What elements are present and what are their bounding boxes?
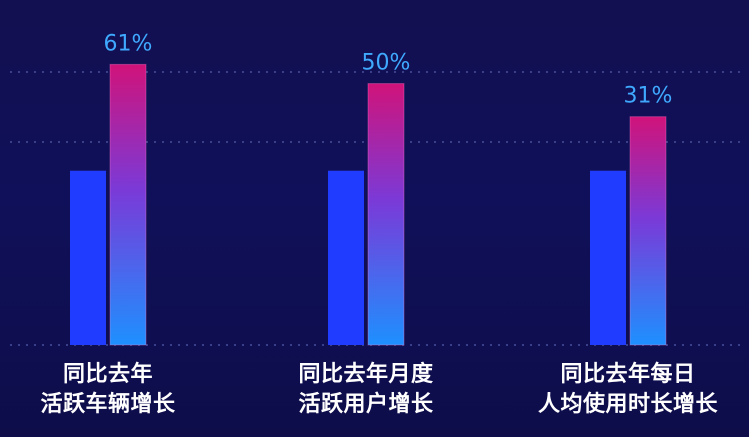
category-label: 同比去年活跃车辆增长: [0, 360, 218, 420]
baseline-bar: [590, 170, 626, 345]
baseline-bar: [328, 170, 364, 345]
value-label: 61%: [104, 31, 153, 56]
category-label-line: 同比去年: [62, 362, 153, 387]
category-label-line: 人均使用时长增长: [537, 392, 718, 417]
category-label-line: 活跃车辆增长: [40, 392, 176, 417]
category-label-line: 同比去年月度: [298, 362, 434, 387]
category-label-line: 活跃用户增长: [298, 392, 434, 417]
growth-bar: [629, 116, 667, 346]
category-label-line: 同比去年每日: [560, 362, 696, 387]
growth-bar: [367, 83, 405, 346]
value-label: 31%: [624, 84, 673, 109]
category-label: 同比去年每日 人均使用时长增长: [518, 360, 738, 420]
growth-bar: [109, 63, 147, 346]
baseline-bar: [70, 170, 106, 345]
category-label: 同比去年月度 活跃用户增长: [256, 360, 476, 420]
value-label: 50%: [362, 51, 411, 76]
